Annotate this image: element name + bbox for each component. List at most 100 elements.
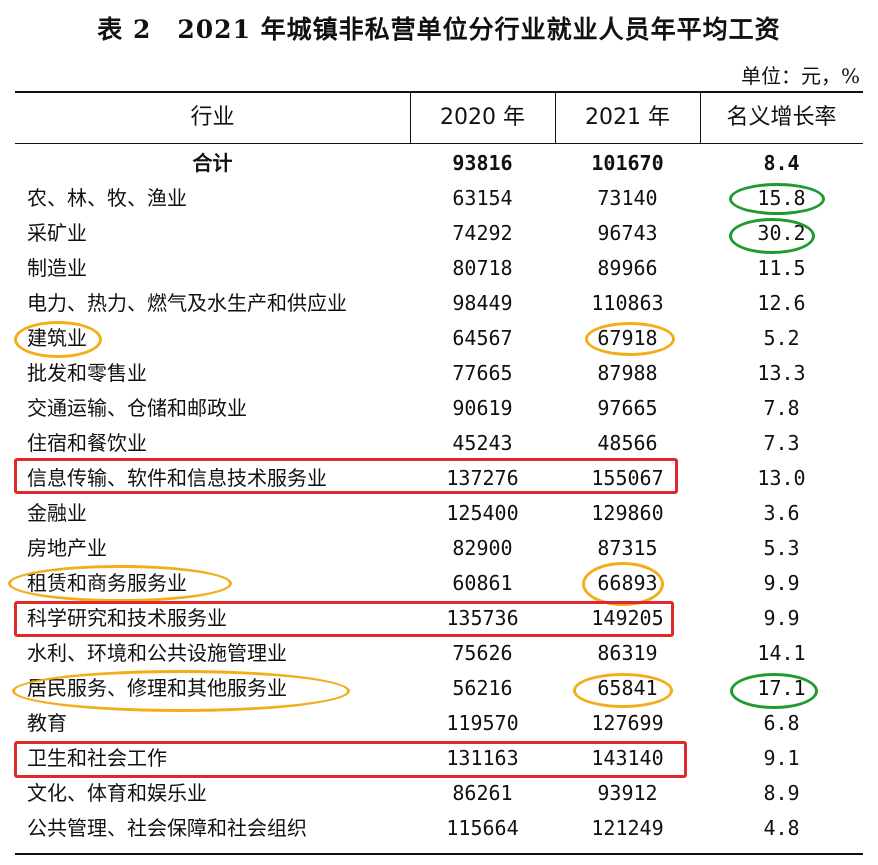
header-divider [555,91,556,144]
wage-2020-cell: 45243 [452,431,513,455]
orange-circle-mark [8,565,232,602]
industry-cell: 信息传输、软件和信息技术服务业 [27,466,327,490]
wage-2020-cell: 82900 [452,536,513,560]
growth-rate-cell: 3.6 [763,501,800,525]
wage-2020-cell: 86261 [452,781,513,805]
industry-cell: 交通运输、仓储和邮政业 [27,396,247,420]
wage-2021-cell: 89966 [597,256,658,280]
industry-cell: 采矿业 [27,221,87,245]
wage-2021-cell: 96743 [597,221,658,245]
total-rate: 8.4 [763,151,800,175]
red-box-mark [14,741,687,778]
wage-2020-cell: 90619 [452,396,513,420]
total-row: 合计 93816 101670 8.4 [15,146,863,181]
table-row: 信息传输、软件和信息技术服务业 137276 155067 13.0 [15,461,863,496]
growth-rate-cell: 13.0 [757,466,806,490]
industry-cell: 电力、热力、燃气及水生产和供应业 [27,291,347,315]
industry-cell: 制造业 [27,256,87,280]
wage-2021-cell: 127699 [591,711,664,735]
wage-2020-cell: 98449 [452,291,513,315]
industry-cell: 文化、体育和娱乐业 [27,781,207,805]
wage-2020-cell: 115664 [446,816,519,840]
industry-cell: 公共管理、社会保障和社会组织 [27,816,307,840]
wage-2020-cell: 56216 [452,676,513,700]
green-circle-mark [729,218,815,254]
green-circle-mark [730,673,818,709]
wage-2021-cell: 149205 [591,606,664,630]
orange-circle-mark [573,673,673,708]
header-industry: 行业 [190,105,235,130]
wage-2020-cell: 74292 [452,221,513,245]
growth-rate-cell: 7.3 [763,431,800,455]
header-2020: 2020 年 [440,105,525,130]
wage-2021-cell: 155067 [591,466,664,490]
unit-note: 单位：元，% [740,64,860,88]
wage-2020-cell: 60861 [452,571,513,595]
growth-rate-cell: 9.9 [763,606,800,630]
header-divider [410,91,411,144]
red-box-mark [14,601,674,637]
table-title: 表 2 2021 年城镇非私营单位分行业就业人员年平均工资 [97,15,781,44]
total-label: 合计 [192,151,233,175]
growth-rate-cell: 5.2 [763,326,800,350]
wage-2020-cell: 63154 [452,186,513,210]
growth-rate-cell: 9.1 [763,746,800,770]
table-row: 水利、环境和公共设施管理业 75626 86319 14.1 [15,636,863,671]
wage-2020-cell: 125400 [446,501,519,525]
wage-2020-cell: 131163 [446,746,519,770]
industry-cell: 批发和零售业 [27,361,147,385]
orange-circle-mark [12,670,350,712]
wage-2021-cell: 129860 [591,501,664,525]
header-divider [700,91,701,144]
wage-2021-cell: 121249 [591,816,664,840]
growth-rate-cell: 11.5 [757,256,806,280]
growth-rate-cell: 13.3 [757,361,806,385]
wage-2020-cell: 137276 [446,466,519,490]
table-row: 金融业 125400 129860 3.6 [15,496,863,531]
green-circle-mark [729,183,825,215]
industry-cell: 房地产业 [27,536,107,560]
orange-circle-mark [585,322,675,356]
table-bottom-rule [15,853,863,855]
table-row: 卫生和社会工作 131163 143140 9.1 [15,741,863,776]
industry-cell: 教育 [27,711,67,735]
wage-2020-cell: 77665 [452,361,513,385]
wage-2021-cell: 93912 [597,781,658,805]
growth-rate-cell: 8.9 [763,781,800,805]
total-2021: 101670 [591,151,664,175]
orange-circle-mark [14,321,102,358]
industry-cell: 水利、环境和公共设施管理业 [27,641,287,665]
total-2020: 93816 [452,151,513,175]
table-row: 教育 119570 127699 6.8 [15,706,863,741]
growth-rate-cell: 14.1 [757,641,806,665]
table-row: 电力、热力、燃气及水生产和供应业 98449 110863 12.6 [15,286,863,321]
table-row: 公共管理、社会保障和社会组织 115664 121249 4.8 [15,811,863,846]
industry-cell: 科学研究和技术服务业 [27,606,227,630]
wage-2021-cell: 87988 [597,361,658,385]
growth-rate-cell: 9.9 [763,571,800,595]
header-2021: 2021 年 [585,105,670,130]
table-row: 建筑业 64567 67918 5.2 [15,321,863,356]
growth-rate-cell: 4.8 [763,816,800,840]
header-rule [15,143,863,144]
table-row: 科学研究和技术服务业 135736 149205 9.9 [15,601,863,636]
table-row: 住宿和餐饮业 45243 48566 7.3 [15,426,863,461]
wage-2020-cell: 119570 [446,711,519,735]
table-row: 批发和零售业 77665 87988 13.3 [15,356,863,391]
wage-2020-cell: 135736 [446,606,519,630]
orange-circle-mark [582,562,664,606]
growth-rate-cell: 12.6 [757,291,806,315]
industry-cell: 卫生和社会工作 [27,746,167,770]
growth-rate-cell: 5.3 [763,536,800,560]
wage-2020-cell: 64567 [452,326,513,350]
table-row: 制造业 80718 89966 11.5 [15,251,863,286]
industry-cell: 住宿和餐饮业 [27,431,147,455]
header-growth-rate: 名义增长率 [726,105,837,130]
red-box-mark [14,458,678,494]
table-row: 房地产业 82900 87315 5.3 [15,531,863,566]
wage-2021-cell: 48566 [597,431,658,455]
industry-cell: 金融业 [27,501,87,525]
wage-2021-cell: 87315 [597,536,658,560]
wage-2021-cell: 97665 [597,396,658,420]
wage-2021-cell: 143140 [591,746,664,770]
